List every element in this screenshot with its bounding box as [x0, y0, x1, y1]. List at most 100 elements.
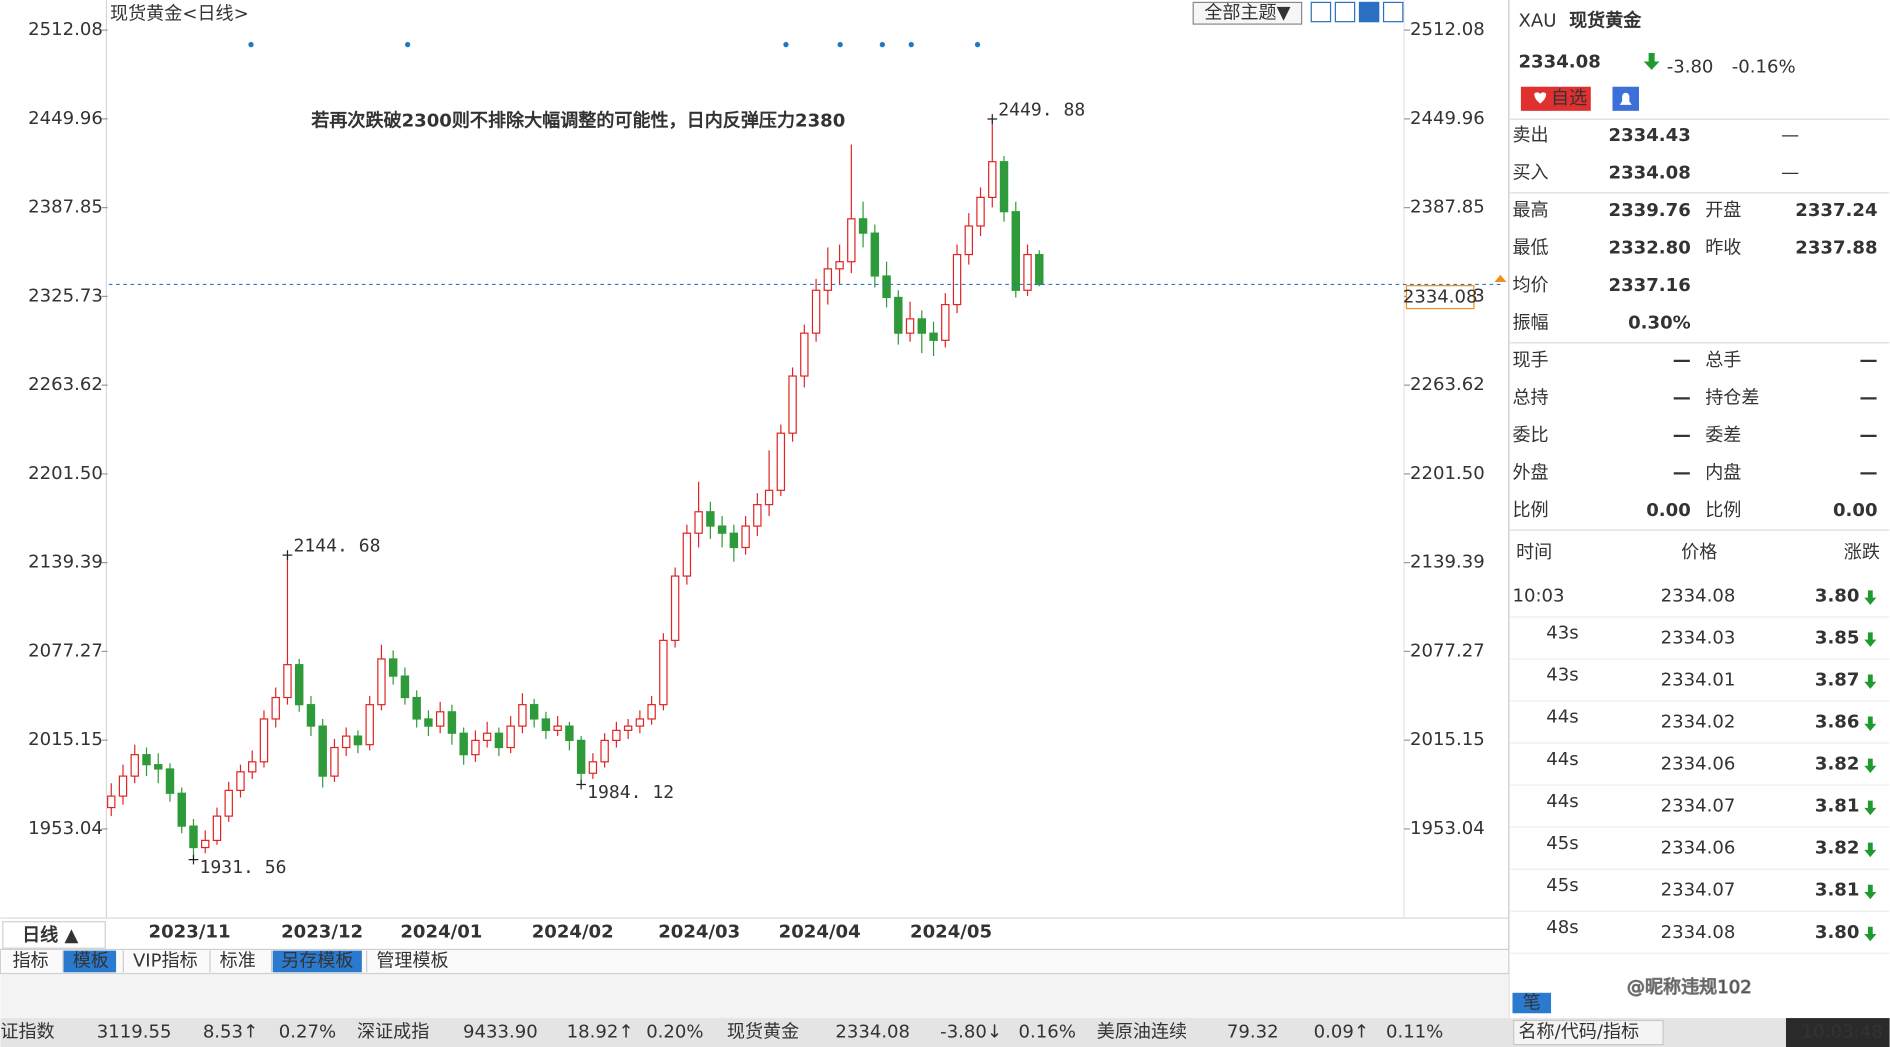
quote-value: 0.00 — [1646, 500, 1691, 521]
y-tick-label-right: 2015.15 — [1410, 729, 1485, 750]
y-tick-label: 2512.08 — [28, 19, 103, 40]
candle-body — [1023, 253, 1032, 291]
down-arrow-icon — [1864, 926, 1877, 942]
event-dot[interactable] — [404, 41, 411, 48]
y-tick-label: 2201.50 — [28, 463, 103, 484]
event-dot[interactable] — [908, 41, 914, 48]
candle-body — [118, 775, 128, 797]
ticker-name[interactable]: 现货黄金 — [727, 1022, 799, 1043]
tool-icon[interactable] — [1382, 1, 1404, 23]
tab[interactable]: 另存模板 — [281, 950, 353, 971]
down-arrow-icon — [1864, 674, 1877, 689]
ticker-name[interactable]: 美原油连续 — [1097, 1022, 1187, 1043]
quote-value: — — [1673, 462, 1691, 483]
tool-icon[interactable] — [1334, 1, 1356, 23]
tab[interactable]: 管理模板 — [376, 950, 448, 971]
candle-body — [588, 761, 598, 774]
watch-button-label[interactable]: 自选 — [1551, 88, 1587, 109]
quote-value: — — [1673, 350, 1691, 371]
candle-body — [236, 771, 245, 792]
y-tick-label: 2015.15 — [28, 729, 103, 750]
trades-header: 涨跌 — [1844, 542, 1880, 563]
trade-time: 45s — [1546, 875, 1578, 896]
quote-value: — — [1673, 425, 1691, 446]
candle-body — [788, 375, 797, 434]
period-box[interactable] — [2, 921, 106, 949]
y-tick-label: 2263.62 — [28, 374, 103, 395]
event-dot[interactable] — [879, 41, 885, 48]
quote-label: 卖出 — [1512, 125, 1548, 146]
candle-body — [388, 658, 398, 677]
candle-body — [377, 658, 386, 706]
trade-time: 45s — [1546, 833, 1578, 854]
ticker-pct: 0.20% — [646, 1022, 703, 1043]
trade-price: 2334.08 — [1661, 585, 1736, 606]
tool-icon[interactable] — [1310, 1, 1332, 23]
down-arrow-icon — [1864, 632, 1877, 647]
list-button-label[interactable]: 笔 — [1523, 993, 1541, 1014]
search-box[interactable] — [1513, 1019, 1664, 1046]
tab-active-bg — [272, 950, 362, 973]
ticker-name[interactable]: 证指数 — [0, 1022, 54, 1043]
tab[interactable]: VIP指标 — [133, 950, 198, 971]
candle-body — [1011, 211, 1021, 291]
down-arrow-icon — [1643, 53, 1660, 70]
trade-time: 43s — [1546, 623, 1578, 644]
event-dot[interactable] — [974, 41, 981, 48]
quote-label: 最低 — [1512, 238, 1548, 259]
quote-label: 委比 — [1512, 425, 1548, 446]
x-tick-label: 2024/02 — [532, 922, 614, 943]
candle-body — [471, 739, 480, 756]
ticker-value: 3119.55 — [97, 1022, 172, 1043]
quote-label: 委差 — [1705, 425, 1741, 446]
last-price: 2334.08 — [1519, 52, 1601, 73]
tab[interactable]: 标准 — [220, 950, 256, 971]
event-dot[interactable] — [783, 41, 789, 48]
event-dot[interactable] — [837, 41, 843, 48]
quote-label: 开盘 — [1705, 200, 1741, 221]
y-tick-label-right: 2263.62 — [1410, 374, 1485, 395]
ticker-pct: 0.16% — [1018, 1022, 1075, 1043]
candle-body — [259, 718, 269, 763]
y-tick-label: 2077.27 — [28, 640, 103, 661]
trades-header: 价格 — [1681, 542, 1717, 563]
event-dot[interactable] — [248, 41, 254, 48]
trade-price: 2334.08 — [1661, 922, 1736, 943]
trade-price: 2334.03 — [1661, 627, 1736, 648]
trade-change: 3.82 — [1815, 838, 1860, 859]
quote-label: 最高 — [1512, 200, 1548, 221]
watch-button[interactable] — [1520, 86, 1591, 111]
trade-time: 44s — [1546, 707, 1578, 728]
quote-value: — — [1673, 387, 1691, 408]
trade-price: 2334.06 — [1661, 838, 1736, 859]
candle-body — [212, 815, 222, 842]
period-selector[interactable]: 日线 ▲ — [22, 924, 78, 946]
ticker-name[interactable]: 深证成指 — [357, 1022, 429, 1043]
candle-body — [494, 732, 504, 749]
quote-label: 买入 — [1512, 163, 1548, 184]
chart-period[interactable]: <日线> — [182, 3, 248, 24]
candle-body — [941, 303, 950, 341]
candle-body — [706, 511, 715, 527]
y-tick-label: 2139.39 — [28, 552, 103, 573]
list-button[interactable] — [1512, 992, 1552, 1014]
tab[interactable]: 指标 — [12, 950, 48, 971]
theme-menu-label[interactable]: 全部主题▼ — [1204, 2, 1290, 23]
search-placeholder[interactable]: 名称/代码/指标 — [1519, 1022, 1640, 1043]
tool-icon[interactable] — [1358, 1, 1380, 23]
trade-price: 2334.07 — [1661, 796, 1736, 817]
last-price-box — [1405, 285, 1475, 310]
quote-label: 总手 — [1705, 350, 1741, 371]
symbol-name: 现货黄金 — [1569, 10, 1642, 32]
quote-label: 外盘 — [1512, 462, 1548, 483]
extreme-label: 2144. 68 — [293, 536, 380, 557]
candle-body — [870, 232, 880, 277]
candle-body — [905, 318, 915, 334]
tab[interactable]: 模板 — [73, 950, 109, 971]
ticker-value: 9433.90 — [463, 1022, 538, 1043]
theme-menu[interactable] — [1192, 1, 1303, 25]
candle-body — [189, 825, 198, 849]
trade-change: 3.80 — [1815, 922, 1860, 943]
candle-body — [224, 789, 233, 817]
